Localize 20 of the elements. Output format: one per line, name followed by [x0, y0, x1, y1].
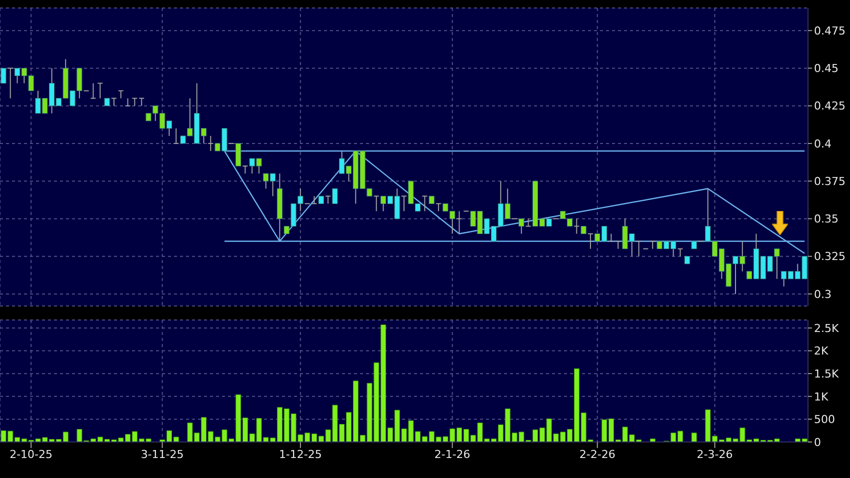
- x-tick-label: 2-2-26: [579, 448, 616, 461]
- y-tick-label: 500: [814, 413, 835, 426]
- y-tick-label: 0: [814, 436, 821, 449]
- x-tick-label: 3-11-25: [140, 448, 184, 461]
- y-tick-label: 1K: [814, 390, 829, 404]
- y-tick-label: 0.325: [814, 250, 846, 264]
- y-tick-label: 1.5K: [814, 367, 840, 380]
- y-tick-label: 0.375: [814, 174, 846, 188]
- y-tick-label: 0.45: [814, 62, 838, 76]
- x-tick-label: 2-1-26: [434, 448, 470, 461]
- x-tick-label: 1-12-25: [278, 448, 322, 461]
- x-tick-label: 2-3-26: [696, 448, 733, 461]
- y-tick-label: 0.4: [814, 137, 832, 150]
- y-tick-label: 0.35: [814, 212, 838, 226]
- y-tick-label: 0.3: [814, 288, 832, 301]
- y-tick-label: 0.425: [814, 100, 846, 113]
- y-tick-label: 0.475: [814, 24, 846, 38]
- y-tick-label: 2.5K: [814, 322, 840, 335]
- y-tick-label: 2K: [814, 344, 829, 358]
- x-tick-label: 2-10-25: [10, 448, 53, 461]
